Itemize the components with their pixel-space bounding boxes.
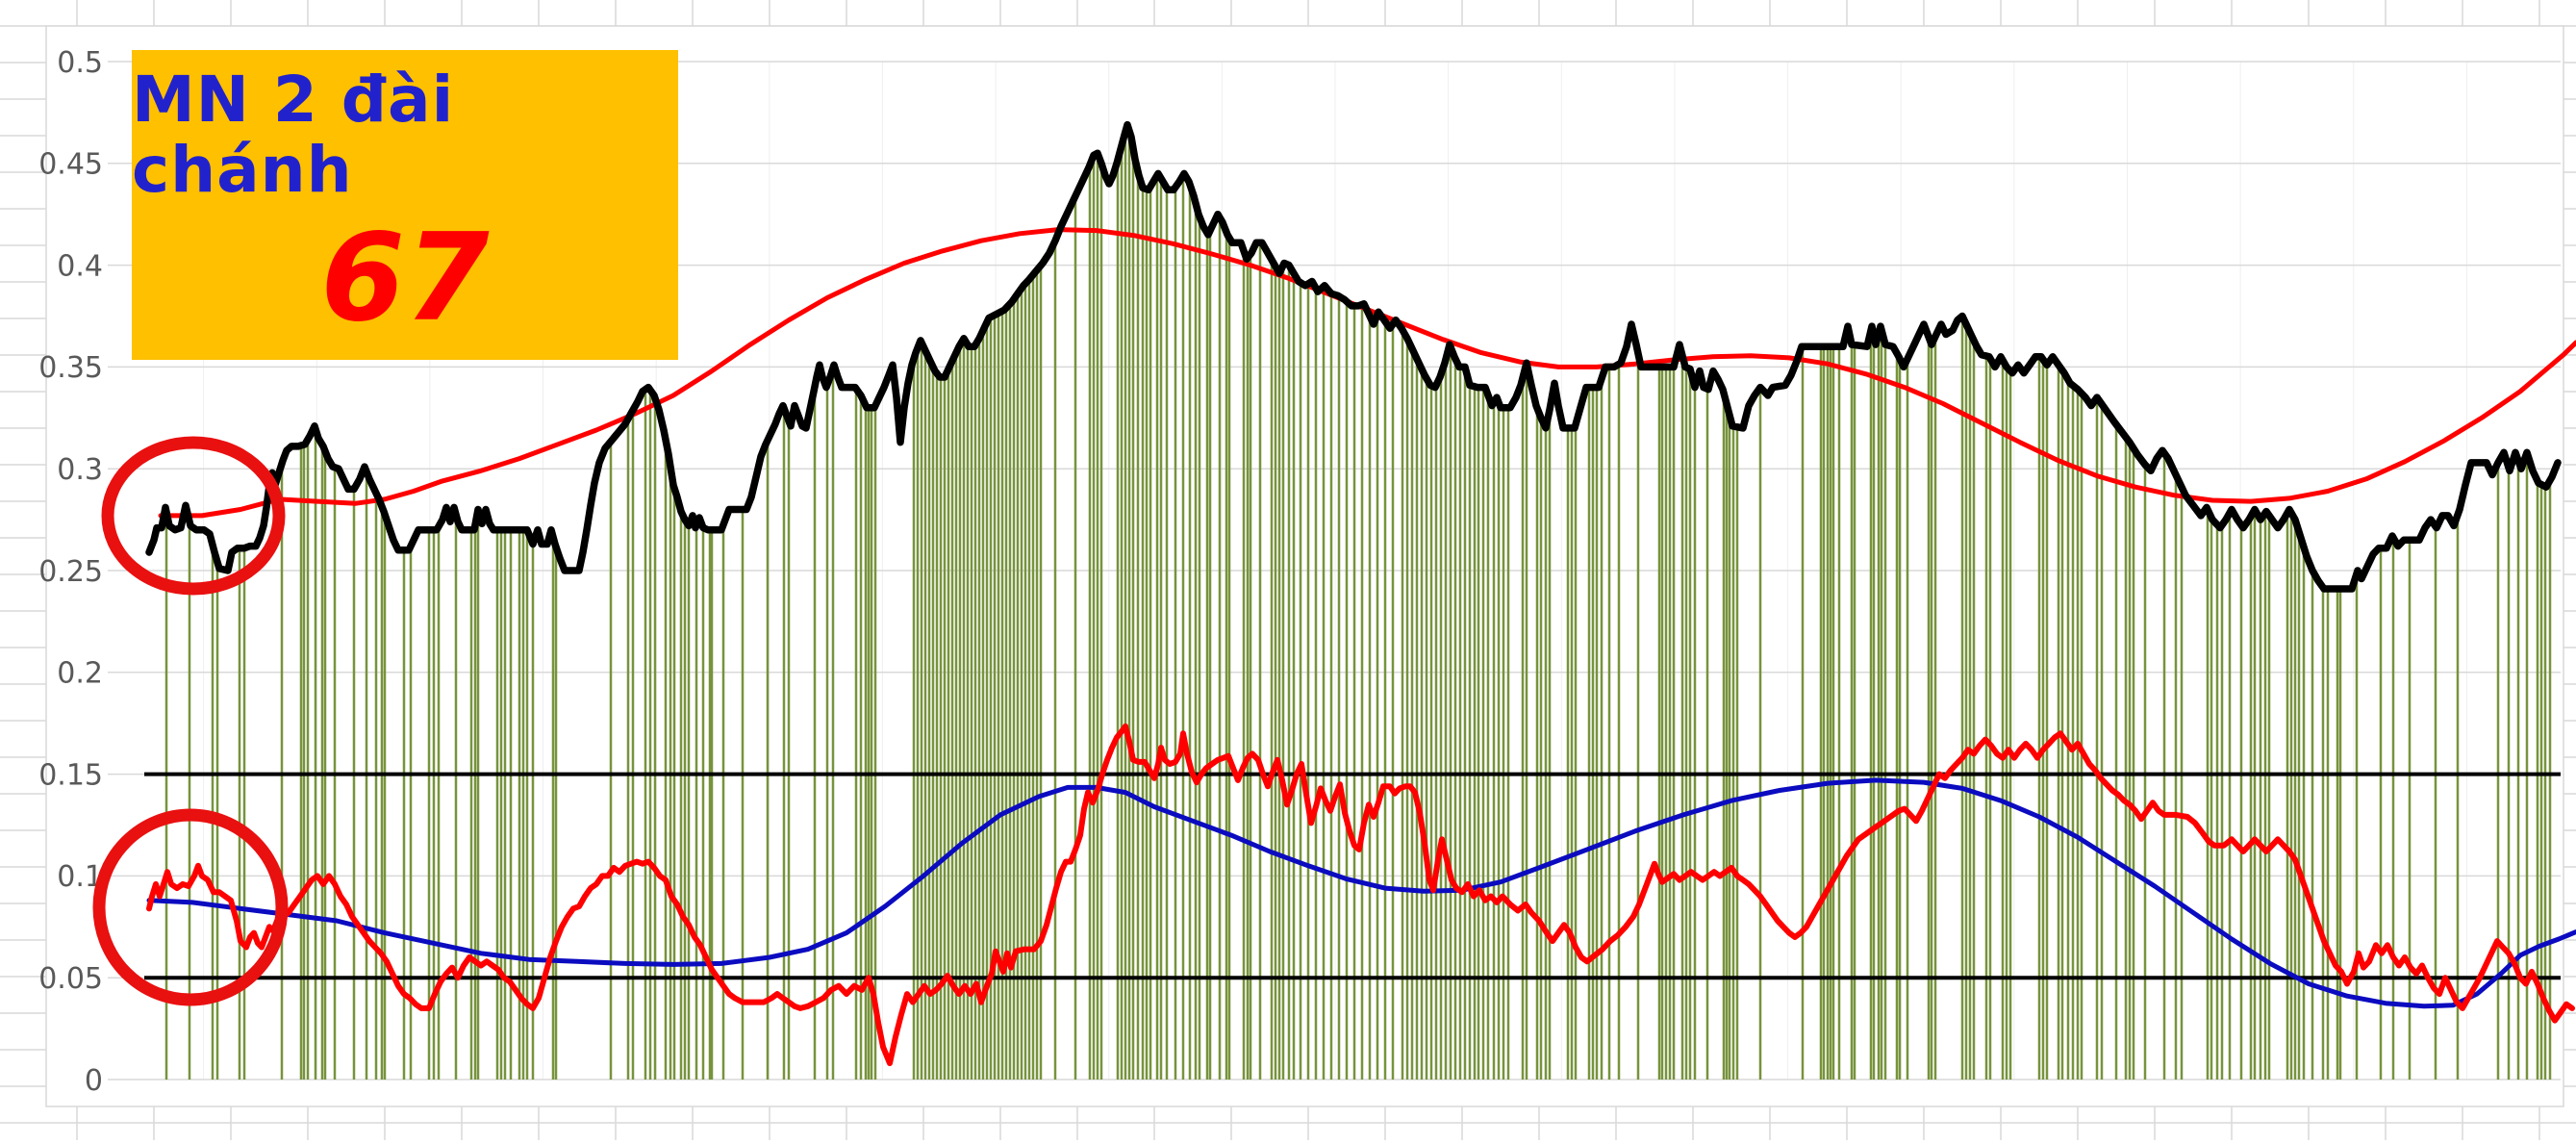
y-tick-label: 0.25 [38,555,103,589]
annotation-title: MN 2 đài chánh [132,63,455,207]
series-frequency-main [145,120,2562,593]
annotation-box: MN 2 đài chánh 67 [132,50,678,360]
y-tick-label: 0.35 [38,351,103,385]
y-tick-label: 0.45 [38,148,103,182]
series-oscillator-moving-average [146,777,2576,1009]
annotation-value: 67 [320,207,490,349]
y-tick-label: 0.3 [57,453,103,487]
series-oscillator-main [146,723,2575,1067]
y-axis-labels: 0.50.450.40.350.30.250.20.150.10.050 [38,46,103,1098]
y-tick-label: 0.2 [57,657,103,691]
y-tick-label: 0.5 [57,46,103,80]
y-tick-label: 0.15 [38,758,103,792]
event-bars [164,133,2552,1080]
y-tick-label: 0 [85,1064,103,1098]
y-tick-label: 0.05 [38,962,103,996]
highlight-circles [92,436,289,1006]
y-tick-label: 0.4 [57,249,103,283]
highlight-circle-2 [92,808,289,1006]
highlight-circle-1 [101,436,286,596]
